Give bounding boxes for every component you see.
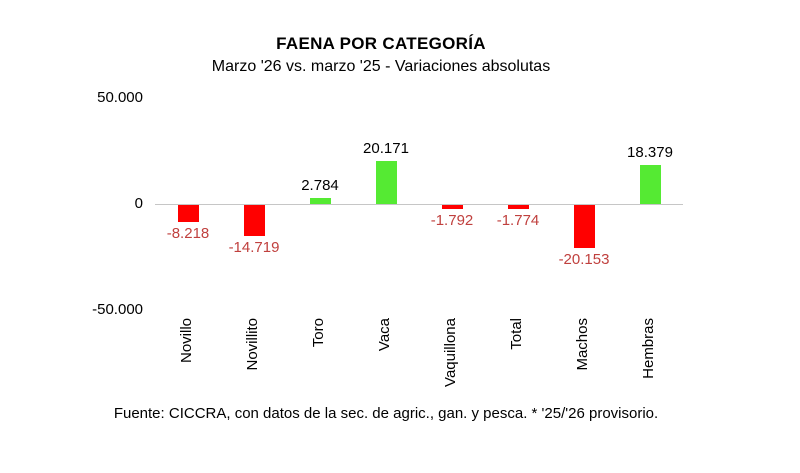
bar-total bbox=[508, 205, 529, 209]
y-axis-tick-label--50000: -50.000 bbox=[92, 301, 143, 318]
bar-vaquillona bbox=[442, 205, 463, 209]
category-axis: Novillo Novillito Toro Vaca Vaquillona Total M… bbox=[155, 318, 683, 413]
value-label-vaquillona: -1.792 bbox=[430, 212, 474, 229]
y-axis-tick-label-0: 0 bbox=[134, 195, 143, 212]
source-note: Fuente: CICCRA, con datos de la sec. de … bbox=[113, 405, 659, 422]
category-label-machos: Machos bbox=[574, 318, 591, 371]
chart-subtitle: Marzo '26 vs. marzo '25 - Variaciones ab… bbox=[211, 58, 551, 75]
bar-novillito bbox=[244, 205, 265, 236]
category-label-novillo: Novillo bbox=[178, 318, 195, 364]
category-label-hembras: Hembras bbox=[640, 318, 657, 379]
chart-title: FAENA POR CATEGORÍA bbox=[276, 34, 486, 53]
plot-area: -8.218 -14.719 2.784 20.171 -1.792 -1.774 -20.… bbox=[155, 98, 683, 311]
category-label-vaquillona: Vaquillona bbox=[442, 318, 459, 387]
category-label-toro: Toro bbox=[310, 318, 327, 348]
y-axis-tick-label-50000: 50.000 bbox=[97, 89, 143, 106]
value-label-toro: 2.784 bbox=[301, 177, 339, 194]
zero-gridline bbox=[155, 204, 683, 205]
value-label-novillito: -14.719 bbox=[228, 239, 280, 256]
value-label-vaca: 20.171 bbox=[363, 140, 409, 157]
value-label-total: -1.774 bbox=[496, 212, 540, 229]
category-label-total: Total bbox=[508, 318, 525, 350]
value-label-hembras: 18.379 bbox=[627, 144, 673, 161]
bar-machos bbox=[574, 205, 595, 248]
value-label-novillo: -8.218 bbox=[166, 225, 210, 242]
bar-toro bbox=[310, 198, 331, 204]
bar-novillo bbox=[178, 205, 199, 222]
category-label-novillito: Novillito bbox=[244, 318, 261, 371]
bar-hembras bbox=[640, 165, 661, 204]
category-label-vaca: Vaca bbox=[376, 318, 393, 352]
value-label-machos: -20.153 bbox=[558, 251, 610, 268]
bar-vaca bbox=[376, 161, 397, 204]
